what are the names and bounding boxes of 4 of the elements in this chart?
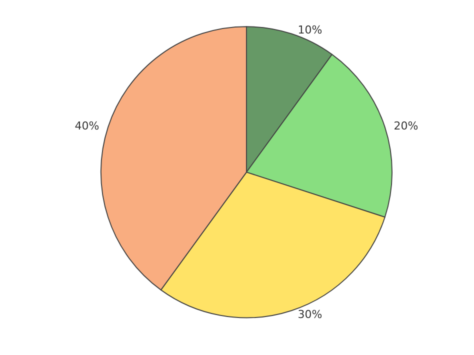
data-label: 20% — [394, 119, 418, 132]
data-label: 40% — [74, 119, 100, 132]
data-label: 30% — [298, 308, 322, 321]
data-label: 10% — [298, 23, 322, 36]
